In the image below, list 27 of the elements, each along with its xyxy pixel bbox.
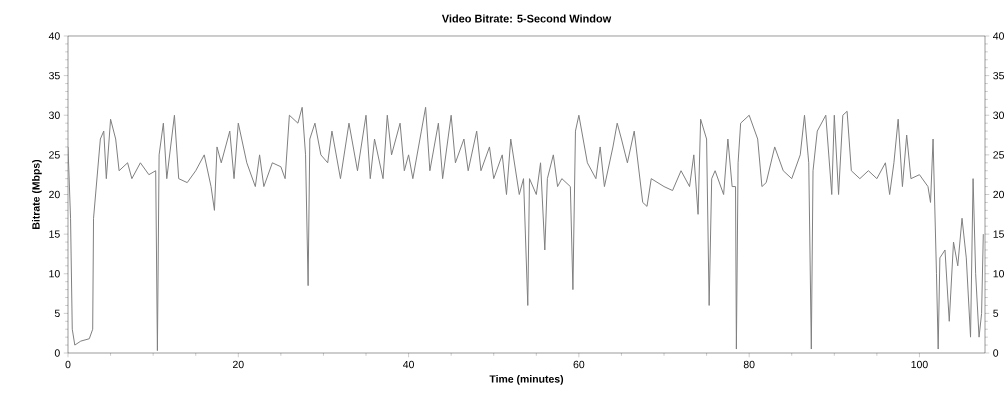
y2-tick-label: 35 [993,71,1004,80]
y2-tick-label: 40 [993,32,1004,40]
y2-tick-label: 15 [993,230,1004,238]
y2-tick-label: 25 [993,151,1004,159]
y-tick-label: 25 [49,151,60,159]
x-tick-label: 80 [743,360,755,369]
y-tick-label: 30 [48,111,60,119]
x-axis-title: Time (minutes) [489,375,564,385]
x-tick-label: 100 [911,360,928,369]
y-tick-label: 15 [49,230,60,238]
y2-tick-label: 30 [993,111,1004,119]
y-axis-title: Bitrate (Mbps) [32,159,42,229]
y2-tick-label: 0 [993,349,999,357]
x-tick-label: 20 [233,360,244,369]
y-tick-label: 10 [49,270,60,278]
y2-tick-label: 10 [993,270,1004,278]
x-tick-label: 60 [573,360,585,369]
y-tick-label: 5 [54,309,60,318]
x-tick-label: 0 [65,360,71,369]
y-tick-label: 0 [54,349,60,357]
y-tick-label: 20 [49,190,60,199]
chart-title: Video Bitrate: 5-Second Window [441,14,612,23]
y-tick-label: 40 [48,32,60,40]
y2-tick-label: 20 [993,190,1004,199]
y-tick-label: 35 [48,71,60,80]
y2-tick-label: 5 [993,309,999,318]
x-tick-label: 40 [403,360,414,369]
